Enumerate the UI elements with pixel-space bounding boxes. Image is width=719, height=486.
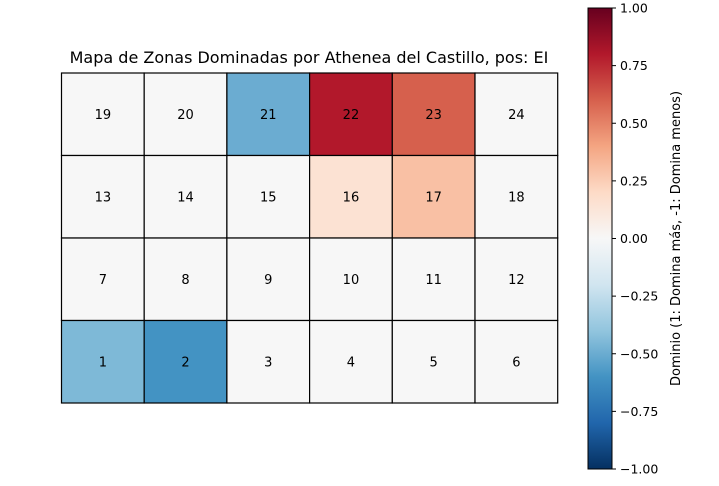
colorbar-tick-label: −0.25 — [620, 289, 658, 304]
colorbar-label: Dominio (1: Domina más, -1: Domina menos… — [669, 91, 684, 386]
heatmap-cell — [143, 154, 228, 239]
chart-title: Mapa de Zonas Dominadas por Athenea del … — [70, 48, 549, 67]
zone-label: 4 — [347, 355, 355, 370]
zone-label: 5 — [430, 355, 438, 370]
heatmap-cell — [143, 319, 228, 404]
heatmap-cell — [309, 72, 393, 157]
heatmap-cell — [474, 154, 559, 239]
zone-label: 15 — [260, 190, 277, 205]
zone-label: 11 — [425, 273, 442, 288]
zone-label: 6 — [512, 355, 520, 370]
colorbar-tick-label: −0.75 — [620, 404, 658, 419]
heatmap-cell — [143, 72, 228, 157]
zone-label: 16 — [343, 190, 360, 205]
zone-label: 23 — [425, 108, 442, 123]
heatmap-cell — [226, 319, 311, 404]
heatmap-cell — [309, 154, 393, 239]
zone-label: 10 — [343, 273, 360, 288]
colorbar-tick-label: 0.75 — [620, 58, 648, 73]
zone-label: 24 — [508, 108, 525, 123]
zone-label: 13 — [95, 190, 112, 205]
colorbar-ticks: 1.00 0.75 0.50 0.25 0.00 −0.25 −0.50 −0.75 −1.00 — [612, 1, 658, 477]
heatmap-cell — [60, 72, 145, 157]
heatmap-cell — [474, 237, 559, 322]
zone-label: 17 — [425, 190, 442, 205]
heatmap-cell — [226, 72, 311, 157]
zone-label: 19 — [95, 108, 112, 123]
heatmap-cell — [474, 72, 559, 157]
colorbar-tick-label: 0.50 — [620, 116, 648, 131]
heatmap-cell — [391, 319, 476, 404]
zone-label: 1 — [99, 355, 107, 370]
colorbar-tick-label: −1.00 — [620, 462, 658, 477]
zone-label: 12 — [508, 273, 525, 288]
heatmap-cell — [309, 319, 393, 404]
heatmap-cell — [60, 319, 145, 404]
colorbar-tick-label: 0.00 — [620, 231, 648, 246]
zone-label: 8 — [181, 273, 189, 288]
zone-label: 18 — [508, 190, 525, 205]
zone-label: 21 — [260, 108, 277, 123]
heatmap-cell — [474, 319, 559, 404]
colorbar — [587, 7, 613, 470]
colorbar-tick-label: 0.25 — [620, 173, 648, 188]
zone-label: 3 — [264, 355, 272, 370]
zone-label: 20 — [177, 108, 194, 123]
heatmap-cell — [143, 237, 228, 322]
heatmap-cell — [391, 237, 476, 322]
heatmap-cell — [309, 237, 393, 322]
colorbar-tick-label: −0.50 — [620, 346, 658, 361]
colorbar-tick-label: 1.00 — [620, 1, 648, 16]
zone-label: 22 — [343, 108, 360, 123]
zone-label: 9 — [264, 273, 272, 288]
zone-label: 14 — [177, 190, 194, 205]
zone-label: 2 — [181, 355, 189, 370]
zone-label: 7 — [99, 273, 107, 288]
